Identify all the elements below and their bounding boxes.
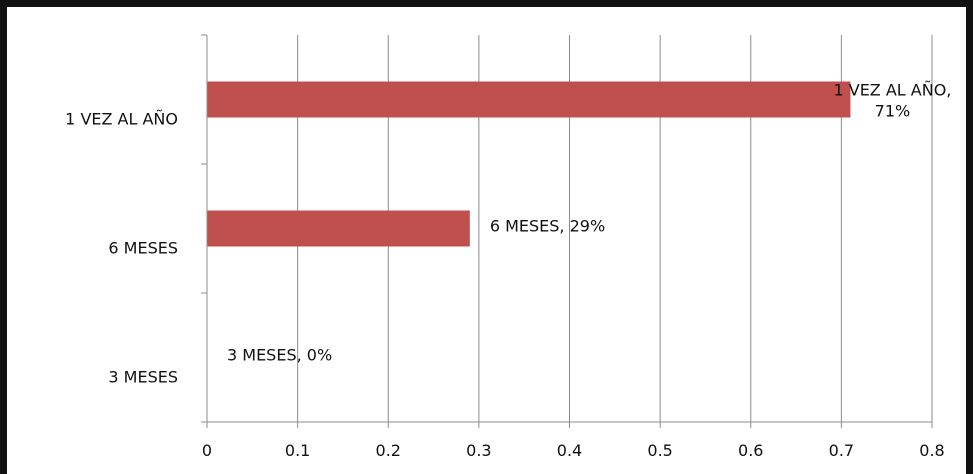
- bar: [207, 81, 851, 118]
- data-label: 3 MESES, 0%: [227, 346, 332, 365]
- x-tick-label: 0.5: [647, 441, 672, 460]
- x-tick-label: 0.1: [285, 441, 310, 460]
- x-tick-label: 0.3: [466, 441, 491, 460]
- data-label: 6 MESES, 29%: [490, 217, 605, 236]
- category-label: 6 MESES: [108, 239, 178, 258]
- x-tick-label: 0.4: [557, 441, 582, 460]
- data-label: 71%: [875, 102, 911, 121]
- category-label: 1 VEZ AL AÑO: [65, 110, 178, 129]
- x-tick-label: 0.7: [829, 441, 854, 460]
- category-label: 3 MESES: [108, 368, 178, 387]
- x-tick-label: 0: [202, 441, 212, 460]
- data-label: 1 VEZ AL AÑO,: [833, 81, 951, 100]
- x-tick-label: 0.8: [919, 441, 944, 460]
- x-tick-label: 0.6: [738, 441, 763, 460]
- x-tick-label: 0.2: [376, 441, 401, 460]
- bar: [207, 210, 470, 247]
